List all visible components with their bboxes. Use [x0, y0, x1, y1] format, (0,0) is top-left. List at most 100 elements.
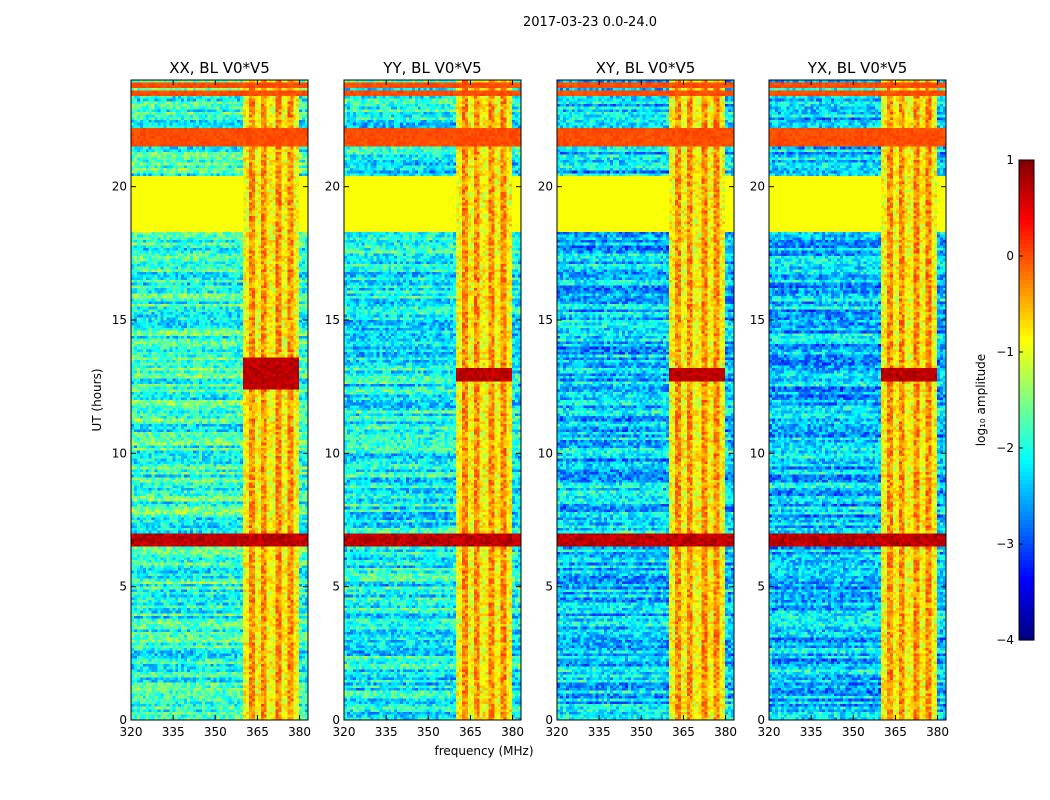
colorbar-segment [1019, 288, 1034, 293]
colorbar-segment [1019, 308, 1034, 313]
colorbar-segment [1019, 352, 1034, 357]
colorbar-segment [1019, 616, 1034, 621]
x-tick-label: 335 [375, 725, 398, 739]
colorbar-segment [1019, 380, 1034, 385]
flagged-block [344, 176, 457, 232]
colorbar-segment [1019, 164, 1034, 169]
colorbar-segment [1019, 292, 1034, 297]
colorbar-segment [1019, 424, 1034, 429]
y-tick-label: 20 [538, 180, 553, 194]
colorbar-segment [1019, 464, 1034, 469]
colorbar-segment [1019, 556, 1034, 561]
y-tick-label: 15 [325, 313, 340, 327]
colorbar-segment [1019, 496, 1034, 501]
x-tick-label: 320 [120, 725, 143, 739]
colorbar-segment [1019, 312, 1034, 317]
colorbar-segment [1019, 196, 1034, 201]
colorbar-segment [1019, 180, 1034, 185]
colorbar-segment [1019, 520, 1034, 525]
y-axis-label: UT (hours) [90, 368, 104, 431]
colorbar-segment [1019, 420, 1034, 425]
colorbar-segment [1019, 248, 1034, 253]
x-tick-label: 335 [588, 725, 611, 739]
colorbar-segment [1019, 532, 1034, 537]
colorbar-segment [1019, 336, 1034, 341]
colorbar-segment [1019, 492, 1034, 497]
x-tick-label: 380 [288, 725, 311, 739]
colorbar-tick-label: 0 [1006, 249, 1014, 263]
panel-title: YX, BL V0*V5 [807, 59, 908, 77]
colorbar-segment [1019, 396, 1034, 401]
colorbar-segment [1019, 176, 1034, 181]
colorbar-segment [1019, 488, 1034, 493]
colorbar-tick-label: −4 [996, 633, 1014, 647]
colorbar-tick-label: 1 [1006, 153, 1014, 167]
colorbar-segment [1019, 392, 1034, 397]
x-tick-label: 320 [546, 725, 569, 739]
colorbar-segment [1019, 280, 1034, 285]
colorbar-segment [1019, 400, 1034, 405]
colorbar-segment [1019, 576, 1034, 581]
colorbar-segment [1019, 472, 1034, 477]
figure-title: 2017-03-23 0.0-24.0 [523, 15, 657, 30]
colorbar-segment [1019, 372, 1034, 377]
colorbar-segment [1019, 184, 1034, 189]
colorbar-segment [1019, 452, 1034, 457]
colorbar-segment [1019, 348, 1034, 353]
panel-title: XY, BL V0*V5 [596, 59, 696, 77]
colorbar-segment [1019, 404, 1034, 409]
colorbar-segment [1019, 444, 1034, 449]
colorbar-segment [1019, 428, 1034, 433]
colorbar: 1 0 −1 −2 −3 −4 [996, 153, 1035, 647]
colorbar-segment [1019, 168, 1034, 173]
colorbar-segment [1019, 332, 1034, 337]
y-tick-label: 15 [112, 313, 127, 327]
x-tick-label: 365 [246, 725, 269, 739]
colorbar-segment [1019, 204, 1034, 209]
colorbar-segment [1019, 604, 1034, 609]
y-tick-label: 10 [538, 446, 553, 460]
flagged-block [131, 176, 244, 232]
colorbar-segment [1019, 588, 1034, 593]
colorbar-tick-label: −3 [996, 537, 1014, 551]
x-tick-label: 365 [672, 725, 695, 739]
y-tick-label: 10 [112, 446, 127, 460]
colorbar-segment [1019, 548, 1034, 553]
x-axis-label: frequency (MHz) [434, 744, 533, 758]
colorbar-segment [1019, 524, 1034, 529]
colorbar-segment [1019, 508, 1034, 513]
colorbar-segment [1019, 408, 1034, 413]
x-tick-label: 365 [459, 725, 482, 739]
colorbar-segment [1019, 592, 1034, 597]
x-tick-label: 350 [842, 725, 865, 739]
colorbar-segment [1019, 512, 1034, 517]
colorbar-segment [1019, 364, 1034, 369]
colorbar-segment [1019, 240, 1034, 245]
colorbar-segment [1019, 432, 1034, 437]
colorbar-segment [1019, 436, 1034, 441]
colorbar-segment [1019, 224, 1034, 229]
y-tick-label: 5 [332, 580, 340, 594]
colorbar-segment [1019, 228, 1034, 233]
colorbar-segment [1019, 540, 1034, 545]
colorbar-segment [1019, 584, 1034, 589]
colorbar-segment [1019, 596, 1034, 601]
colorbar-segment [1019, 608, 1034, 613]
y-tick-label: 0 [332, 713, 340, 727]
colorbar-segment [1019, 484, 1034, 489]
colorbar-segment [1019, 388, 1034, 393]
y-tick-label: 0 [545, 713, 553, 727]
x-tick-label: 380 [714, 725, 737, 739]
panel-frame [343, 79, 522, 721]
colorbar-segment [1019, 544, 1034, 549]
colorbar-segment [1019, 412, 1034, 417]
x-tick-label: 380 [501, 725, 524, 739]
colorbar-segment [1019, 384, 1034, 389]
colorbar-segment [1019, 324, 1034, 329]
x-tick-label: 350 [630, 725, 653, 739]
colorbar-segment [1019, 256, 1034, 261]
x-tick-label: 320 [333, 725, 356, 739]
colorbar-segment [1019, 344, 1034, 349]
y-tick-label: 15 [750, 313, 765, 327]
